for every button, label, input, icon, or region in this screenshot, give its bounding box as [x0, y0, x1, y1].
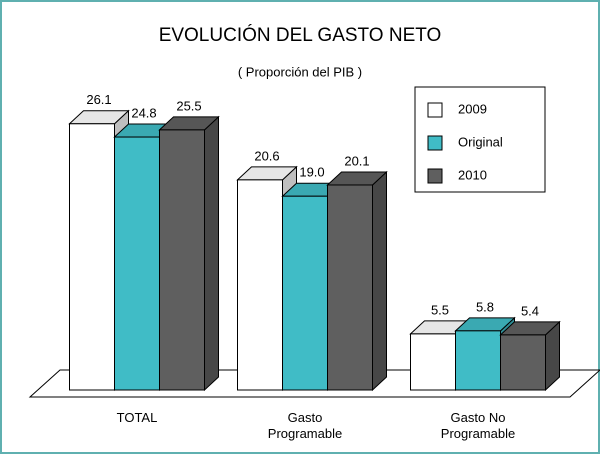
- x-tick-label: Gasto No Programable: [440, 410, 516, 441]
- bar: [114, 136, 160, 391]
- bar: [69, 123, 115, 391]
- value-label: 24.8: [131, 105, 156, 120]
- chart-title: EVOLUCIÓN DEL GASTO NETO: [159, 24, 442, 46]
- legend-swatch: [427, 102, 443, 118]
- value-label: 19.0: [299, 165, 324, 180]
- legend-label: 2009: [458, 101, 487, 116]
- legend-swatch: [427, 168, 443, 184]
- bar: [282, 195, 328, 391]
- x-tick-label: TOTAL: [116, 410, 158, 425]
- chart-subtitle: ( Proporción del PIB ): [238, 64, 362, 79]
- value-label: 20.6: [254, 148, 279, 163]
- legend-label: 2010: [458, 167, 487, 182]
- bar: [237, 179, 283, 391]
- value-label: 5.4: [521, 303, 539, 318]
- bar: [327, 184, 373, 391]
- bar-side: [372, 170, 387, 392]
- value-label: 5.5: [431, 302, 449, 317]
- value-label: 25.5: [176, 98, 201, 113]
- bar: [159, 129, 205, 391]
- value-label: 26.1: [86, 92, 111, 107]
- bar: [410, 333, 456, 391]
- x-tick-label: Gasto Programable: [267, 410, 343, 441]
- bar: [455, 330, 501, 391]
- bar-side: [204, 115, 219, 392]
- bar: [500, 334, 546, 391]
- value-label: 20.1: [344, 153, 369, 168]
- legend-swatch: [427, 135, 443, 151]
- value-label: 5.8: [476, 299, 494, 314]
- legend-label: Original: [458, 134, 503, 149]
